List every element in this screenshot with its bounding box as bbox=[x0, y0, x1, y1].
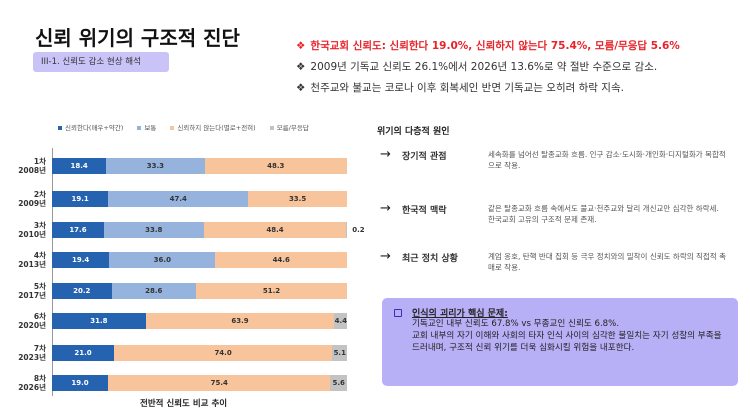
data-label: 19.0 bbox=[71, 379, 89, 387]
chart-legend: 신뢰한다(매우+약간) 보통 신뢰하지 않는다(별로+전혀) 모름/무응답 bbox=[58, 122, 309, 132]
bar-segment bbox=[52, 375, 109, 391]
bar-segment bbox=[334, 313, 348, 329]
chart-title: 전반적 신뢰도 비교 추이 bbox=[140, 399, 228, 409]
data-label: 33.8 bbox=[145, 226, 163, 234]
legend-item: 보통 bbox=[137, 122, 156, 132]
cause-name: 한국적 맥락 bbox=[402, 206, 447, 216]
data-label: 47.4 bbox=[169, 195, 187, 203]
data-label: 19.4 bbox=[71, 256, 90, 264]
legend-item: 신뢰한다(매우+약간) bbox=[58, 122, 123, 132]
data-label: 4.4 bbox=[334, 317, 347, 325]
bullet-3: ❖ 천주교와 불교는 코로나 이후 회복세인 반면 기독교는 오히려 하락 지속. bbox=[296, 80, 624, 95]
diamond-bullet-icon: ❖ bbox=[296, 82, 306, 94]
trust-chart: 1차 2008년 18.4 33.3 48.3 2차 2009년 19.1 47.4 33.5 3차… bbox=[0, 140, 365, 396]
bar-segment bbox=[332, 345, 348, 361]
bar-segment bbox=[145, 313, 335, 329]
y-tick-label: 7차 2023년 bbox=[18, 344, 46, 362]
insight-body: 기독교인 내부 신뢰도 67.8% vs 무종교인 신뢰도 6.8%. 교회 내… bbox=[412, 319, 722, 353]
data-label: 75.4 bbox=[210, 379, 228, 387]
bar-segment bbox=[52, 222, 104, 238]
bar-segment bbox=[203, 222, 347, 238]
cause-name: 장기적 관점 bbox=[402, 152, 447, 162]
legend-label: 모름/무응답 bbox=[276, 124, 309, 132]
legend-swatch bbox=[170, 126, 175, 130]
arrow-right-icon: → bbox=[380, 201, 391, 216]
data-label: 63.9 bbox=[231, 317, 249, 325]
arrow-right-icon: → bbox=[380, 147, 391, 162]
cause-desc: 같은 탈종교화 흐름 속에서도 불교·천주교와 달리 개신교만 심각한 하락세.… bbox=[488, 204, 719, 224]
data-label: 28.6 bbox=[145, 287, 163, 295]
data-label: 33.5 bbox=[288, 195, 307, 203]
insight-box: 인식의 괴리가 핵심 문제: 기독교인 내부 신뢰도 67.8% vs 무종교인… bbox=[382, 298, 738, 386]
bar-segment bbox=[346, 222, 347, 238]
bar-segment bbox=[204, 158, 347, 174]
data-label: 19.1 bbox=[71, 195, 89, 203]
bullet-2: ❖ 2009년 기독교 신뢰도 26.1%에서 2026년 13.6%로 약 절반… bbox=[296, 59, 657, 74]
y-tick-label: 3차 2010년 bbox=[18, 221, 46, 239]
y-axis bbox=[52, 148, 53, 396]
data-label: 0.2 bbox=[352, 226, 365, 234]
bar-segment bbox=[52, 313, 146, 329]
data-label: 17.6 bbox=[69, 226, 87, 234]
cause-desc: 계엄 옹호, 탄핵 반대 집회 등 극우 정치와의 밀착이 신뢰도 하락의 직접… bbox=[488, 252, 726, 272]
bar-segment bbox=[52, 158, 107, 174]
legend-swatch bbox=[137, 126, 142, 130]
bar-segment bbox=[52, 252, 110, 268]
cause-name: 최근 정치 상황 bbox=[402, 254, 458, 264]
data-label: 5.1 bbox=[333, 349, 346, 357]
legend-swatch bbox=[269, 126, 274, 130]
bar-segment bbox=[248, 191, 347, 207]
causes-title: 위기의 다층적 원인 bbox=[377, 127, 450, 137]
data-label: 20.2 bbox=[73, 287, 91, 295]
bullet-1: ❖ 한국교회 신뢰도: 신뢰한다 19.0%, 신뢰하지 않는다 75.4%, 모… bbox=[296, 38, 680, 53]
data-label: 31.8 bbox=[90, 317, 108, 325]
y-tick-label: 5차 2017년 bbox=[18, 282, 46, 300]
data-label: 44.6 bbox=[272, 256, 290, 264]
legend-label: 신뢰하지 않는다(별로+전혀) bbox=[177, 124, 256, 132]
y-tick-label: 2차 2009년 bbox=[18, 190, 46, 208]
diamond-bullet-icon: ❖ bbox=[296, 61, 306, 73]
bar-segment bbox=[106, 158, 205, 174]
legend-label: 신뢰한다(매우+약간) bbox=[65, 124, 124, 132]
cause-desc: 세속화를 넘어선 탈종교화 흐름. 인구 감소·도시화·개인화·디지털화가 복합… bbox=[488, 150, 726, 170]
y-tick-label: 1차 2008년 bbox=[18, 157, 46, 175]
data-label: 48.4 bbox=[266, 226, 284, 234]
checkbox-bullet-icon bbox=[394, 309, 402, 317]
legend-item: 모름/무응답 bbox=[269, 122, 309, 132]
bar-segment bbox=[215, 252, 347, 268]
bar-segment bbox=[52, 283, 112, 299]
bar-segment bbox=[109, 252, 216, 268]
diamond-bullet-icon: ❖ bbox=[296, 40, 306, 52]
page-title: 신뢰 위기의 구조적 진단 bbox=[35, 26, 240, 50]
data-label: 33.3 bbox=[146, 162, 165, 170]
data-label: 5.6 bbox=[332, 379, 345, 387]
data-label: 18.4 bbox=[70, 162, 88, 170]
bar-segment bbox=[108, 191, 249, 207]
data-label: 21.0 bbox=[74, 349, 92, 357]
data-label: 48.3 bbox=[267, 162, 285, 170]
bar-segment bbox=[103, 222, 204, 238]
insight-heading: 인식의 괴리가 핵심 문제: bbox=[412, 309, 508, 319]
y-tick-label: 6차 2020년 bbox=[18, 312, 46, 330]
bar-segment bbox=[113, 345, 333, 361]
bar-segment bbox=[52, 345, 114, 361]
data-label: 51.2 bbox=[262, 287, 281, 295]
bar-segment bbox=[52, 191, 109, 207]
bar-segment bbox=[108, 375, 331, 391]
legend-item: 신뢰하지 않는다(별로+전혀) bbox=[170, 122, 256, 132]
y-tick-label: 4차 2013년 bbox=[18, 251, 46, 269]
bar-segment bbox=[111, 283, 196, 299]
legend-swatch bbox=[58, 126, 62, 130]
arrow-right-icon: → bbox=[380, 249, 391, 264]
bullet-text: 2009년 기독교 신뢰도 26.1%에서 2026년 13.6%로 약 절반 … bbox=[310, 61, 658, 73]
bar-segment bbox=[195, 283, 347, 299]
section-badge: III-1. 신뢰도 감소 현상 해석 bbox=[33, 52, 169, 72]
data-label: 74.0 bbox=[214, 349, 232, 357]
legend-label: 보통 bbox=[144, 124, 157, 132]
bullet-text: 한국교회 신뢰도: 신뢰한다 19.0%, 신뢰하지 않는다 75.4%, 모름… bbox=[310, 40, 680, 52]
y-tick-label: 8차 2026년 bbox=[18, 374, 46, 392]
bar-segment bbox=[330, 375, 347, 391]
data-label: 36.0 bbox=[153, 256, 171, 264]
bullet-text: 천주교와 불교는 코로나 이후 회복세인 반면 기독교는 오히려 하락 지속. bbox=[310, 82, 624, 94]
